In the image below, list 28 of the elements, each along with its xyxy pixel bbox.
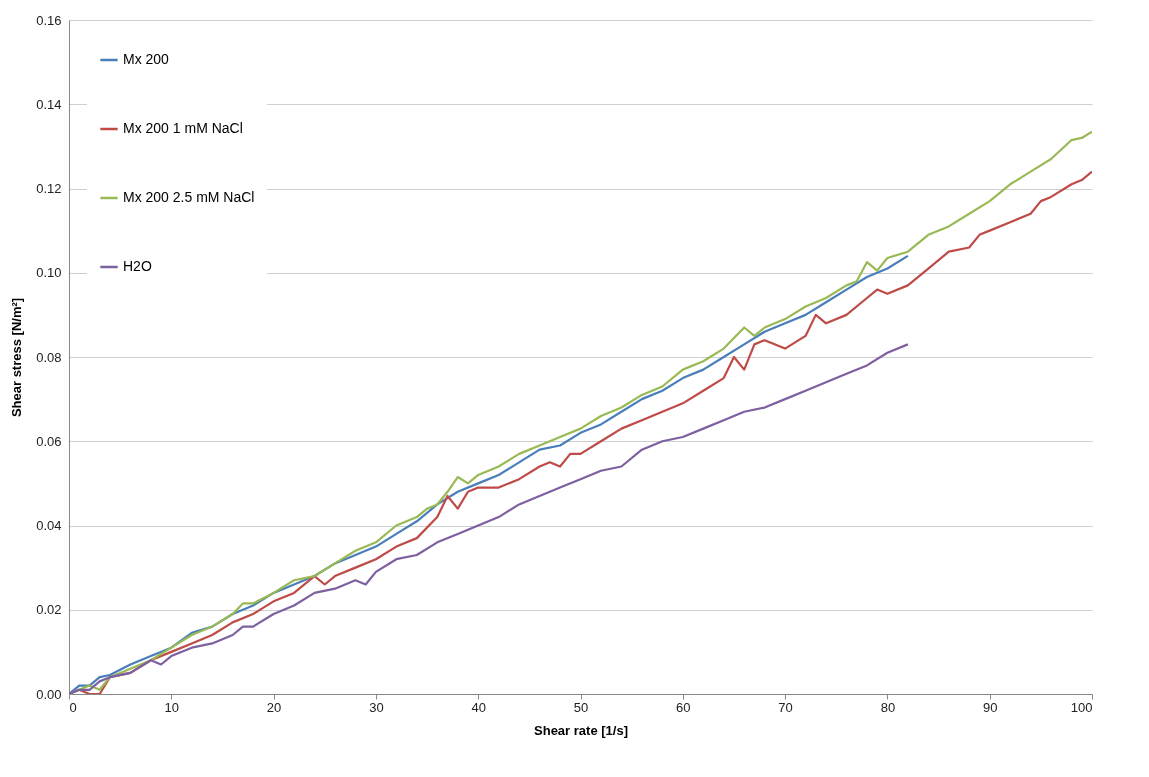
x-tick-label: 60 bbox=[676, 699, 691, 715]
y-tick-label: 0.02 bbox=[36, 602, 62, 618]
x-tick-label: 30 bbox=[369, 699, 384, 715]
legend-label: H2O bbox=[123, 258, 152, 274]
y-tick-label: 0.12 bbox=[36, 181, 62, 196]
y-tick-label: 0.04 bbox=[36, 518, 62, 533]
x-tick-label: 40 bbox=[471, 699, 486, 715]
y-axis-title: Shear stress [N/m²] bbox=[9, 297, 25, 418]
x-tick-label: 10 bbox=[164, 699, 180, 715]
y-tick-label: 0.10 bbox=[36, 265, 62, 281]
y-tick-label: 0.14 bbox=[36, 96, 62, 112]
x-tick-label: 50 bbox=[573, 699, 589, 715]
y-tick-label: 0.08 bbox=[36, 349, 62, 365]
y-tick-label: 0.16 bbox=[36, 12, 62, 28]
x-tick-label: 80 bbox=[880, 699, 896, 715]
line-series bbox=[69, 343, 909, 694]
legend-label: Mx 200 1 mM NaCl bbox=[123, 120, 243, 136]
x-tick-label: 0 bbox=[69, 699, 77, 715]
x-tick-label: 100 bbox=[1070, 699, 1093, 715]
y-tick-label: 0.00 bbox=[36, 686, 62, 702]
legend-label: Mx 200 2.5 mM NaCl bbox=[123, 189, 255, 205]
legend-label: Mx 200 bbox=[123, 51, 170, 67]
y-tick-label: 0.06 bbox=[36, 433, 62, 449]
x-tick-label: 70 bbox=[778, 699, 793, 715]
x-tick-label: 90 bbox=[982, 699, 998, 715]
x-tick-label: 20 bbox=[266, 699, 282, 715]
line-series bbox=[69, 254, 909, 694]
x-axis-title: Shear rate [1/s] bbox=[534, 722, 628, 738]
